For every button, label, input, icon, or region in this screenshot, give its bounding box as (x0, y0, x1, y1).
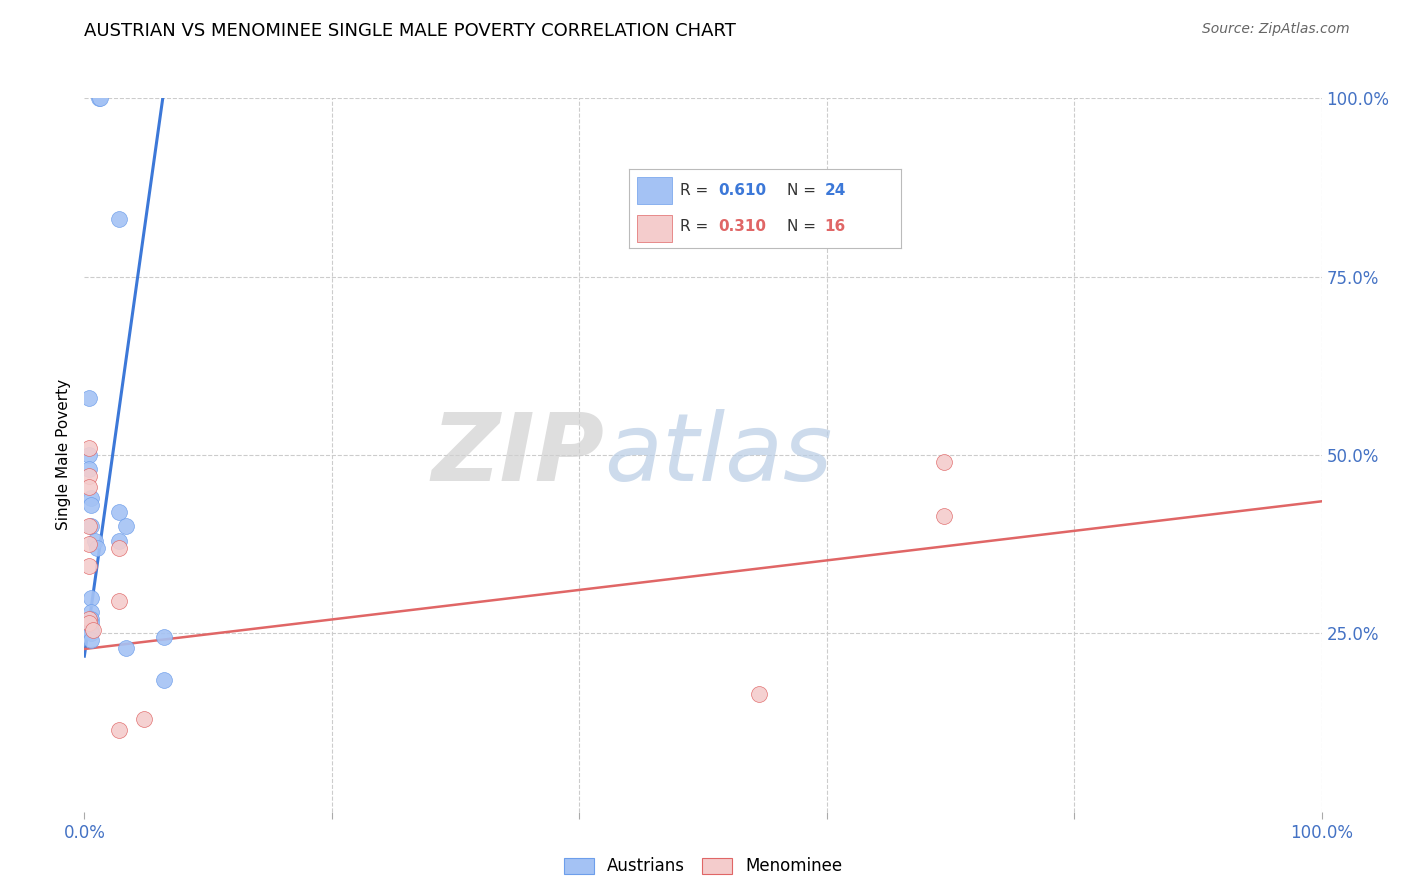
Text: 0.610: 0.610 (718, 183, 766, 198)
Text: AUSTRIAN VS MENOMINEE SINGLE MALE POVERTY CORRELATION CHART: AUSTRIAN VS MENOMINEE SINGLE MALE POVERT… (84, 22, 737, 40)
Point (86, 541, 108, 555)
Point (79, 612, 101, 626)
Point (152, 673, 174, 687)
Point (89, 91, 111, 105)
Point (79, 626, 101, 640)
Point (108, 505, 131, 519)
FancyBboxPatch shape (637, 178, 672, 204)
Y-axis label: Single Male Poverty: Single Male Poverty (56, 379, 72, 531)
Point (79, 469, 101, 483)
Point (108, 212, 131, 227)
Point (79, 537, 101, 551)
FancyBboxPatch shape (637, 215, 672, 242)
Point (115, 519, 138, 533)
Point (79, 615, 101, 630)
Point (84, 533, 107, 548)
Text: R =: R = (681, 183, 714, 198)
Point (79, 480, 101, 494)
Point (79, 612, 101, 626)
Point (79, 519, 101, 533)
Point (934, 508, 956, 523)
Legend: Austrians, Menominee: Austrians, Menominee (557, 851, 849, 882)
Text: ZIP: ZIP (432, 409, 605, 501)
Text: atlas: atlas (605, 409, 832, 500)
Point (79, 498, 101, 512)
Text: R =: R = (681, 219, 714, 235)
Point (132, 712, 155, 726)
Point (108, 594, 131, 608)
Point (89, 91, 111, 105)
Text: 16: 16 (825, 219, 846, 235)
Point (82, 623, 104, 637)
Point (79, 519, 101, 533)
Point (79, 623, 101, 637)
Point (934, 455, 956, 469)
Point (79, 391, 101, 405)
Point (79, 615, 101, 630)
Point (79, 558, 101, 573)
Point (79, 448, 101, 462)
Point (115, 640, 138, 655)
Text: 24: 24 (825, 183, 846, 198)
Text: N =: N = (786, 219, 821, 235)
Point (79, 633, 101, 648)
Point (108, 533, 131, 548)
Point (152, 630, 174, 644)
Text: N =: N = (786, 183, 821, 198)
Point (79, 491, 101, 505)
Point (79, 591, 101, 605)
Point (79, 462, 101, 476)
Point (748, 687, 770, 701)
Point (79, 441, 101, 455)
Point (108, 541, 131, 555)
Point (108, 723, 131, 737)
Text: 0.310: 0.310 (718, 219, 766, 235)
Text: Source: ZipAtlas.com: Source: ZipAtlas.com (1202, 22, 1350, 37)
Point (79, 605, 101, 619)
